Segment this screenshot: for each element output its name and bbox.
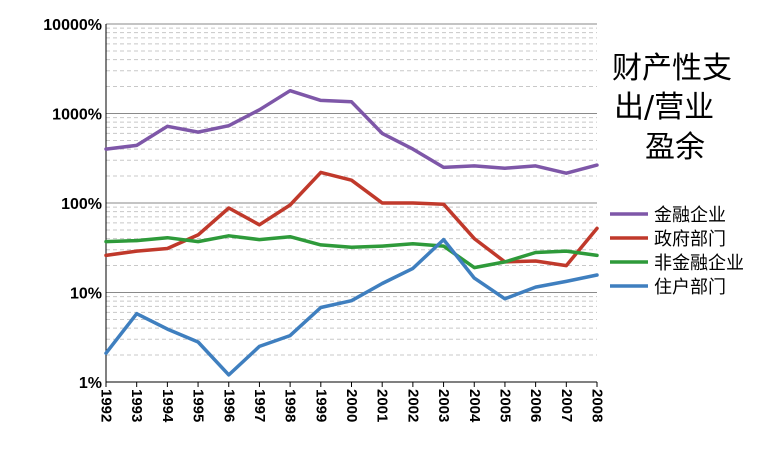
y-tick-label: 100% [61, 196, 102, 213]
series-line-1 [104, 88, 599, 175]
x-tick-labels: 1992 1993 1994 1995 1996 1997 1998 1999 2000 2001… [98, 389, 606, 423]
x-tick-label: 1998 [282, 389, 299, 422]
y-tick-labels: 10000% 1000% 100% 10% 1% [43, 17, 102, 392]
x-tick-label: 2006 [527, 389, 544, 422]
x-tick-label: 2001 [374, 389, 391, 422]
legend-label: 政府部门 [654, 229, 726, 250]
x-tick-label: 1995 [190, 389, 207, 422]
x-tick-label: 2002 [404, 389, 421, 422]
y-tick-label: 1000% [52, 107, 102, 124]
axes [105, 24, 598, 387]
series-line-4 [104, 237, 599, 377]
x-tick-label: 1993 [128, 389, 145, 422]
y-tick-label: 10% [70, 286, 102, 303]
x-tick-label: 2000 [343, 389, 360, 422]
title-line-3: 盈余 [645, 130, 705, 165]
x-tick-label: 1992 [98, 389, 115, 422]
title-line-1: 财产性支 [612, 51, 732, 86]
legend-label: 非金融企业 [654, 253, 744, 274]
x-tick-label: 1994 [159, 389, 176, 423]
x-tick-label: 2004 [466, 389, 483, 423]
chart-title: 财产性支 出/营业 盈余 [612, 51, 732, 165]
title-line-2: 出/营业 [614, 90, 714, 125]
x-tick-label: 1999 [312, 389, 329, 422]
series-lines [104, 88, 599, 377]
minor-gridlines [106, 27, 597, 356]
x-tick-label: 2003 [435, 389, 452, 422]
series-line-2 [104, 170, 599, 268]
y-tick-label: 1% [79, 375, 102, 392]
x-tick-label: 2008 [589, 389, 606, 422]
series-line-3 [104, 234, 599, 270]
legend-label: 金融企业 [654, 205, 726, 226]
x-tick-label: 1996 [220, 389, 237, 422]
y-tick-label: 10000% [43, 17, 102, 34]
x-tick-label: 2005 [496, 389, 513, 422]
x-tick-label: 2007 [558, 389, 575, 422]
legend-label: 住户部门 [654, 277, 726, 298]
x-tick-label: 1997 [251, 389, 268, 422]
